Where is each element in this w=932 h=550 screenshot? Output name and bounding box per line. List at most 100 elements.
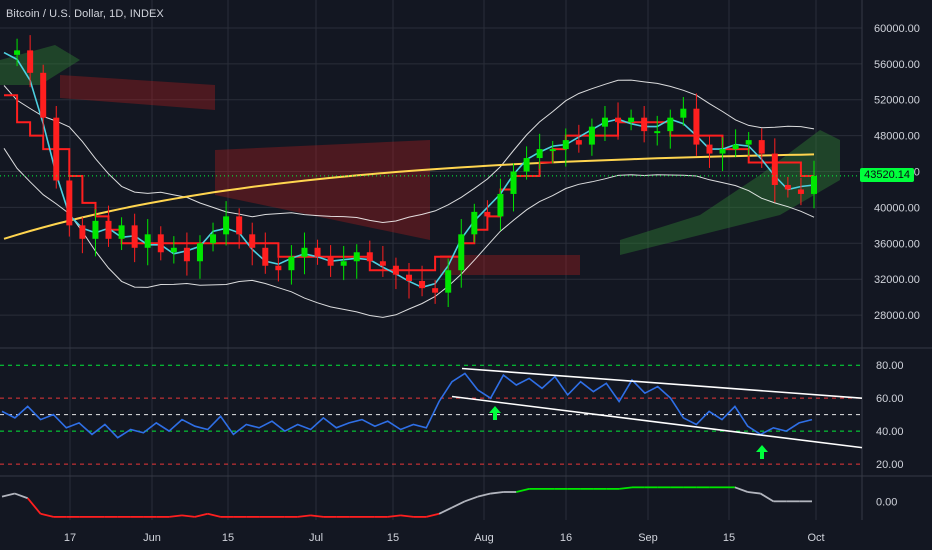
price-tick-label: 36000.00 <box>874 238 920 250</box>
candle-body <box>118 225 125 239</box>
oscillator-line-segment <box>516 488 530 493</box>
oscillator-line-segment <box>194 512 208 518</box>
price-tick-label: 60000.00 <box>874 23 920 35</box>
up-arrow-signal-icon <box>489 406 501 420</box>
candle-body <box>340 261 347 266</box>
oscillator-line-segment <box>207 512 221 518</box>
date-tick-label: 16 <box>560 532 572 544</box>
date-tick-label: Sep <box>638 532 658 544</box>
candle-body <box>27 50 34 73</box>
candle-body <box>811 176 817 194</box>
oscillator-line-segment <box>40 512 54 518</box>
oscillator-line-segment <box>464 495 479 503</box>
candle-body <box>745 140 752 145</box>
candle-body <box>14 50 21 55</box>
candle-body <box>53 117 60 181</box>
oscillator-line-segment <box>426 512 440 518</box>
candle-body <box>601 117 608 127</box>
up-arrow-signal-icon <box>756 445 768 459</box>
date-tick-label: 15 <box>222 532 234 544</box>
oscillator-line-segment <box>1 492 16 498</box>
candle-body <box>406 274 412 281</box>
candle-body <box>523 158 530 172</box>
date-tick-label: 15 <box>387 532 399 544</box>
oscillator-line-segment <box>169 514 183 518</box>
rsi-tick-label: 40.00 <box>876 426 904 438</box>
candle-body <box>92 220 99 239</box>
price-tick-label: 52000.00 <box>874 95 920 107</box>
candle-body <box>510 171 517 194</box>
candle-body <box>432 288 439 293</box>
candle-body <box>628 117 635 123</box>
candle-body <box>575 140 582 145</box>
oscillator-line-segment <box>14 492 29 500</box>
candle-body <box>301 247 308 257</box>
oscillator-line-segment <box>181 514 195 518</box>
candle-body <box>771 153 778 185</box>
candle-body <box>549 149 556 152</box>
oscillator-line-segment <box>477 492 491 498</box>
ichimoku-cloud-bullish <box>620 130 840 255</box>
date-tick-label: 15 <box>723 532 735 544</box>
rsi-line <box>1 372 813 439</box>
oscillator-line-segment <box>27 497 42 515</box>
candle-body <box>170 247 177 253</box>
oscillator-line-segment <box>760 492 774 503</box>
candle-body <box>379 261 386 266</box>
oscillator-line-segment <box>490 491 504 495</box>
price-tick-label: 48000.00 <box>874 131 920 143</box>
date-tick-label: Aug <box>474 532 494 544</box>
candle-body <box>105 220 112 239</box>
date-tick-label: Jul <box>309 532 323 544</box>
candle-body <box>536 149 543 159</box>
candle-body <box>484 211 491 217</box>
candle-body <box>210 234 217 244</box>
candle-body <box>79 225 86 239</box>
candle-body <box>797 189 804 194</box>
candle-body <box>693 108 700 145</box>
candle-body <box>758 140 765 154</box>
price-tick-label: 32000.00 <box>874 274 920 286</box>
rsi-tick-label: 60.00 <box>876 393 904 405</box>
oscillator-tick-label: 0.00 <box>876 496 897 508</box>
rsi-tick-label: 80.00 <box>876 360 904 372</box>
rsi-tick-label: 20.00 <box>876 459 904 471</box>
date-tick-label: Oct <box>807 532 824 544</box>
rsi-trendline-upper <box>461 367 863 399</box>
oscillator-line-segment <box>387 514 401 518</box>
last-price-badge: 43520.14 <box>860 167 914 182</box>
oscillator-line-segment <box>734 486 749 493</box>
oscillator-line-segment <box>747 491 761 495</box>
moving-average-line <box>3 153 815 240</box>
candle-body <box>680 108 687 118</box>
candle-body <box>784 184 791 190</box>
candle-body <box>275 265 282 271</box>
candle-body <box>497 193 504 217</box>
candle-body <box>719 149 726 154</box>
candle-body <box>196 243 203 262</box>
candle-body <box>654 131 661 134</box>
candle-body <box>588 126 595 145</box>
candle-body <box>288 256 295 271</box>
candle-body <box>131 225 138 248</box>
chart-title: Bitcoin / U.S. Dollar, 1D, INDEX <box>6 8 164 20</box>
candle-body <box>732 144 739 150</box>
price-tick-label: 56000.00 <box>874 59 920 71</box>
candle-body <box>615 117 622 123</box>
candle-body <box>562 140 569 150</box>
ichimoku-cloud-bearish <box>215 140 430 240</box>
oscillator-line-segment <box>451 500 466 509</box>
candle-body <box>641 117 648 132</box>
candle-body <box>40 72 47 118</box>
rsi-trendline-lower <box>451 395 863 449</box>
candle-body <box>458 234 465 271</box>
oscillator-line-segment <box>297 514 311 518</box>
oscillator-line-segment <box>619 486 633 490</box>
candle-body <box>471 211 478 235</box>
candle-body <box>419 280 426 289</box>
ichimoku-cloud-bearish <box>60 75 215 110</box>
candle-body <box>144 234 151 248</box>
